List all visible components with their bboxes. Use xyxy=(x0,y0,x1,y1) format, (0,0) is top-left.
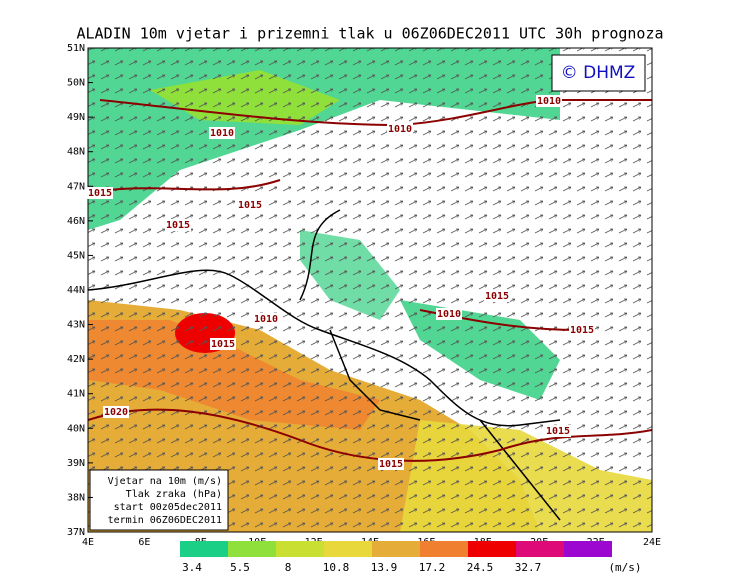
colorbar-swatch xyxy=(372,541,420,557)
colorbar-label: 13.9 xyxy=(371,561,398,574)
isobar-label-bg xyxy=(165,219,191,231)
isobar xyxy=(88,99,652,462)
colorbar-swatch xyxy=(228,541,276,557)
lat-label: 39N xyxy=(67,458,85,469)
lat-label: 48N xyxy=(67,147,85,158)
lat-label: 49N xyxy=(67,112,85,123)
isobar-label: 1010 xyxy=(210,128,234,139)
title: ALADIN 10m vjetar i prizemni tlak u 06Z0… xyxy=(77,25,664,43)
colorbar-label: 24.5 xyxy=(467,561,494,574)
info-line: Vjetar na 10m (m/s) xyxy=(108,476,222,487)
colorbar-swatch xyxy=(324,541,372,557)
isobar-label-bg xyxy=(87,187,113,199)
isobar-label-bg xyxy=(253,313,279,325)
colorbar-unit: (m/s) xyxy=(608,561,641,574)
colorbar-label: 3.4 xyxy=(182,561,202,574)
isobar-label: 1015 xyxy=(166,220,190,231)
colorbar-label: 17.2 xyxy=(419,561,446,574)
isobar-label: 1010 xyxy=(388,124,412,135)
isobar-label-bg xyxy=(387,123,413,135)
colorbar-swatch xyxy=(564,541,612,557)
colorbar-label: 10.8 xyxy=(323,561,350,574)
credit: © DHMZ xyxy=(561,63,636,83)
isobar-label: 1015 xyxy=(88,188,112,199)
info-line: start 00z05dec2011 xyxy=(114,502,222,513)
lat-label: 51N xyxy=(67,43,85,54)
wind-barbs xyxy=(88,48,652,532)
colorbar-swatch xyxy=(420,541,468,557)
lat-label: 50N xyxy=(67,78,85,89)
isobar-label-bg xyxy=(484,290,510,302)
isobar-label-bg xyxy=(536,95,562,107)
isobar-label-bg xyxy=(210,338,236,350)
isobar-label: 1010 xyxy=(537,96,561,107)
isobar-label-bg xyxy=(569,324,595,336)
colorbar-swatch xyxy=(276,541,324,557)
isobar-label-bg xyxy=(103,406,129,418)
colorbar-swatch xyxy=(180,541,228,557)
coastline xyxy=(88,209,561,521)
isobar-label: 1015 xyxy=(211,339,235,350)
isobar-label: 1015 xyxy=(238,200,262,211)
isobar-label: 1020 xyxy=(104,407,128,418)
isobar-label-bg xyxy=(237,199,263,211)
lat-label: 40N xyxy=(67,423,85,434)
lon-label: 6E xyxy=(138,537,150,548)
info-line: termin 06Z06DEC2011 xyxy=(108,515,222,526)
lat-label: 41N xyxy=(67,389,85,400)
isobar-label-bg xyxy=(545,425,571,437)
lat-label: 46N xyxy=(67,216,85,227)
isobar-label: 1015 xyxy=(570,325,594,336)
credit-box xyxy=(551,54,646,92)
isobar-label-bg xyxy=(378,458,404,470)
info-line: Tlak zraka (hPa) xyxy=(126,489,222,500)
colorbar-label: 32.7 xyxy=(515,561,542,574)
lon-label: 4E xyxy=(82,537,94,548)
lat-label: 44N xyxy=(67,285,85,296)
info-box xyxy=(89,469,229,531)
isobar-label-bg xyxy=(436,308,462,320)
lat-label: 42N xyxy=(67,354,85,365)
colorbar-swatch xyxy=(516,541,564,557)
isobar-label-bg xyxy=(209,127,235,139)
lat-label: 43N xyxy=(67,320,85,331)
isobar-label: 1010 xyxy=(254,314,278,325)
lat-label: 38N xyxy=(67,492,85,503)
lat-label: 37N xyxy=(67,527,85,538)
colorbar-label: 5.5 xyxy=(230,561,250,574)
lat-label: 47N xyxy=(67,181,85,192)
lon-label: 24E xyxy=(643,537,661,548)
isobar-label: 1015 xyxy=(379,459,403,470)
isobar-label: 1015 xyxy=(485,291,509,302)
isobar-label: 1015 xyxy=(546,426,570,437)
colorbar-swatch xyxy=(468,541,516,557)
map-area xyxy=(88,48,652,532)
isobar-label: 1010 xyxy=(437,309,461,320)
lat-label: 45N xyxy=(67,250,85,261)
colorbar-label: 8 xyxy=(285,561,292,574)
